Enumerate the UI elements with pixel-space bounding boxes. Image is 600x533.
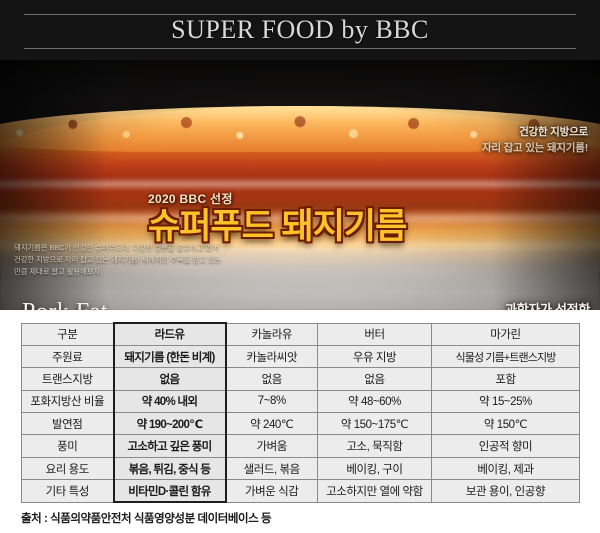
table-row: 기타 특성 비타민D·콜린 함유 가벼운 식감 고소하지만 열에 약함 보관 용…	[21, 479, 580, 504]
slab-fat-striation	[0, 178, 600, 190]
cell-margarine-trans-fat: 포함	[431, 367, 580, 391]
table-row: 구분 라드유 카놀라유 버터 마가린	[21, 321, 580, 346]
cell-butter-trans-fat: 없음	[317, 367, 432, 391]
banner-rule-top	[24, 14, 576, 15]
cell-lard-cooking-use: 볶음, 튀김, 중식 등	[112, 456, 227, 481]
cell-canola-flavor: 가벼움	[225, 434, 318, 458]
table-header-canola: 카놀라유	[225, 322, 318, 346]
banner-rule-bottom	[24, 48, 576, 49]
cell-butter-main-ingredient: 우유 지방	[317, 344, 432, 369]
table-header-margarine: 마가린	[431, 322, 580, 346]
top-banner: SUPER FOOD by BBC	[0, 0, 600, 60]
cell-butter-flavor: 고소, 묵직함	[317, 434, 432, 458]
cell-margarine-other-traits: 보관 용이, 인공향	[431, 479, 580, 503]
banner-title: SUPER FOOD by BBC	[171, 15, 429, 44]
cell-lard-flavor: 고소하고 깊은 풍미	[112, 434, 227, 458]
table-header-category: 구분	[21, 322, 114, 346]
cell-butter-smoke-point: 약 150~175℃	[317, 412, 432, 436]
cell-margarine-flavor: 인공적 향미	[431, 434, 580, 458]
table-header-lard: 라드유	[112, 321, 227, 346]
cell-canola-trans-fat: 없음	[225, 367, 318, 391]
table-row: 주원료 돼지기름 (한돈 비계) 카놀라씨앗 우유 지방 식물성 기름+트랜스지…	[21, 344, 580, 369]
table-row: 트랜스지방 없음 없음 없음 포함	[21, 367, 580, 391]
cell-margarine-main-ingredient: 식물성 기름+트랜스지방	[431, 344, 580, 369]
pork-fat-block: Pork Fat 돼지기름이 슈퍼푸드로 선정되어 화제다. 영국 BBC가 발…	[22, 300, 262, 310]
row-label-trans-fat: 트랜스지방	[21, 367, 114, 391]
hero-kicker-line-2: 자리 잡고 있는 돼지기름!	[481, 142, 588, 155]
row-label-main-ingredient: 주원료	[21, 344, 114, 369]
hero-headline: 슈퍼푸드 돼지기름	[148, 207, 407, 246]
oil-comparison-table: 구분 라드유 카놀라유 버터 마가린 주원료 돼지기름 (한돈 비계) 카놀라씨…	[21, 321, 580, 504]
cell-butter-other-traits: 고소하지만 열에 약함	[317, 479, 432, 503]
cell-butter-cooking-use: 베이킹, 구이	[317, 456, 432, 481]
cell-canola-main-ingredient: 카놀라씨앗	[225, 344, 318, 369]
cell-margarine-saturated-fat-ratio: 약 15~25%	[431, 389, 580, 414]
pork-fat-title: Pork Fat	[22, 300, 262, 310]
cell-canola-cooking-use: 샐러드, 볶음	[225, 456, 318, 481]
table-row: 요리 용도 볶음, 튀김, 중식 등 샐러드, 볶음 베이킹, 구이 베이킹, …	[21, 456, 580, 481]
cell-margarine-smoke-point: 약 150℃	[431, 412, 580, 436]
table-row: 포화지방산 비율 약 40% 내외 7~8% 약 48~60% 약 15~25%	[21, 389, 580, 414]
table-row: 발연점 약 190~200℃ 약 240℃ 약 150~175℃ 약 150℃	[21, 412, 580, 436]
row-label-saturated-fat-ratio: 포화지방산 비율	[21, 389, 114, 414]
cell-lard-trans-fat: 없음	[112, 367, 227, 391]
table-row: 풍미 고소하고 깊은 풍미 가벼움 고소, 묵직함 인공적 향미	[21, 434, 580, 458]
cell-lard-main-ingredient: 돼지기름 (한돈 비계)	[112, 344, 227, 369]
cell-canola-other-traits: 가벼운 식감	[225, 479, 318, 503]
cell-canola-saturated-fat-ratio: 7~8%	[225, 389, 318, 414]
cell-lard-saturated-fat-ratio: 약 40% 내외	[112, 389, 227, 414]
hero-kicker-line-1: 건강한 지방으로	[519, 126, 588, 138]
hero-photo: 건강한 지방으로 자리 잡고 있는 돼지기름! 2020 BBC 선정 슈퍼푸드…	[0, 60, 600, 310]
comparison-table-area: 구분 라드유 카놀라유 버터 마가린 주원료 돼지기름 (한돈 비계) 카놀라씨…	[0, 310, 600, 504]
table-body: 구분 라드유 카놀라유 버터 마가린 주원료 돼지기름 (한돈 비계) 카놀라씨…	[21, 321, 580, 504]
row-label-cooking-use: 요리 용도	[21, 456, 114, 481]
hero-headline-block: 2020 BBC 선정 슈퍼푸드 돼지기름	[148, 190, 407, 246]
cell-butter-saturated-fat-ratio: 약 48~60%	[317, 389, 432, 414]
cell-margarine-cooking-use: 베이킹, 제과	[431, 456, 580, 481]
hero-tagline-bottom-right: 과학자가 선정한 건강에 좋은 마라의 슈퍼푸드	[492, 302, 590, 310]
table-header-butter: 버터	[317, 322, 432, 346]
hero-tagline-line-1: 과학자가 선정한	[505, 302, 590, 310]
row-label-flavor: 풍미	[21, 434, 114, 458]
hero-body-left: 돼지기름은 BBC가 선정한 슈퍼푸드다. 다양한 성분을 함유하고 있어 건강…	[14, 243, 222, 277]
row-label-other-traits: 기타 특성	[21, 479, 114, 503]
source-line: 출처 : 식품의약품안전처 식품영양성분 데이터베이스 등	[0, 503, 600, 527]
cell-canola-smoke-point: 약 240℃	[225, 412, 318, 436]
cell-lard-smoke-point: 약 190~200℃	[112, 412, 227, 436]
row-label-smoke-point: 발연점	[21, 412, 114, 436]
cell-lard-other-traits: 비타민D·콜린 함유	[112, 479, 227, 504]
hero-kicker-top-right: 건강한 지방으로 자리 잡고 있는 돼지기름!	[482, 124, 588, 157]
hero-eyebrow: 2020 BBC 선정	[148, 192, 233, 206]
